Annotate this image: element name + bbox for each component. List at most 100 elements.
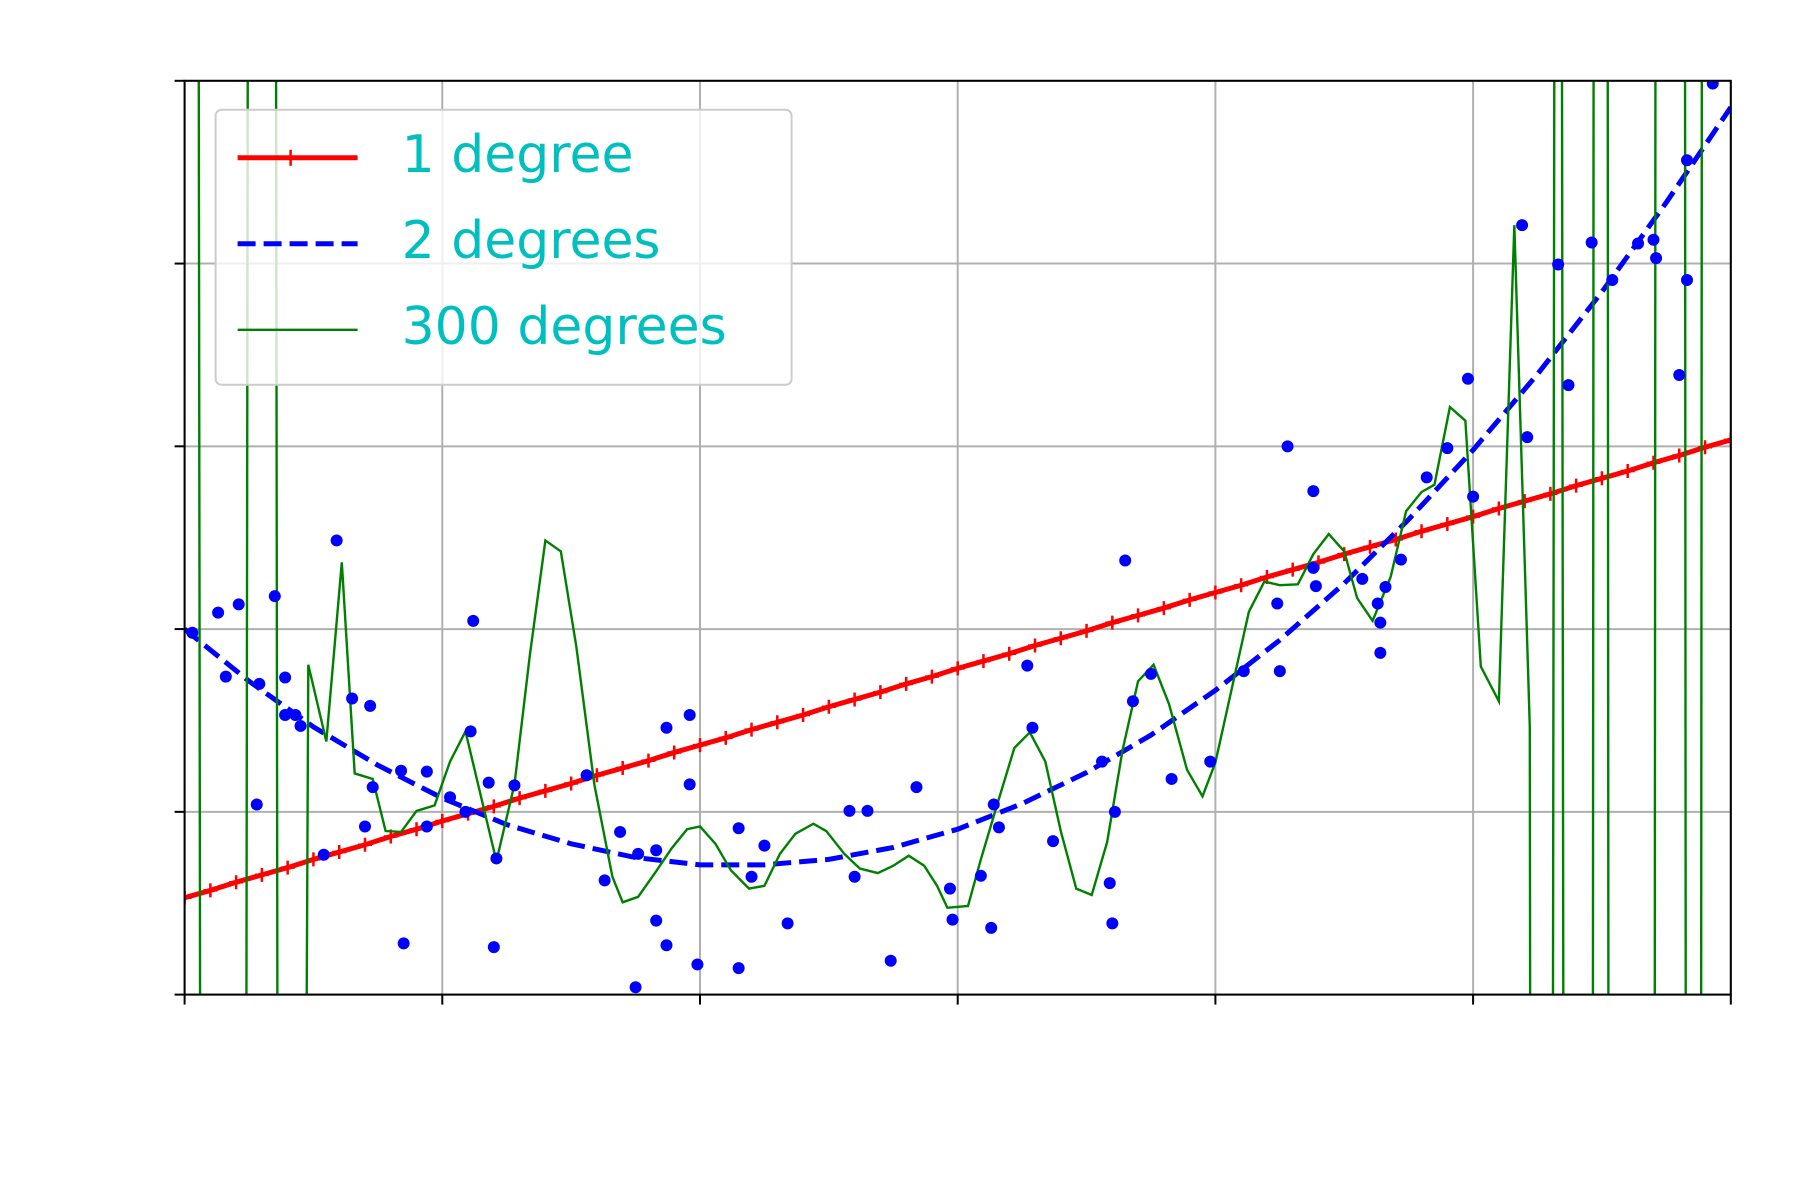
data-point [397, 937, 410, 950]
line-marker [1002, 646, 1017, 661]
data-point [1394, 553, 1407, 566]
line-marker [280, 860, 295, 875]
line-marker [306, 852, 321, 867]
data-point [732, 822, 745, 835]
line-marker [770, 715, 785, 730]
data-point [580, 769, 593, 782]
line-marker [1156, 601, 1171, 616]
line-marker [332, 845, 347, 860]
line-marker [254, 867, 269, 882]
data-point [1562, 379, 1575, 392]
line-marker [538, 783, 553, 798]
axes [174, 79, 1732, 1005]
line-marker [1363, 539, 1378, 554]
line-marker [564, 776, 579, 791]
data-point [650, 844, 663, 857]
data-point [974, 869, 987, 882]
data-point [985, 921, 998, 934]
data-point [508, 779, 521, 792]
data-point [1119, 554, 1132, 567]
line-marker [924, 669, 939, 684]
fit-line [184, 105, 1731, 868]
data-point [1271, 597, 1284, 610]
data-point [884, 954, 897, 967]
data-point [1126, 695, 1139, 708]
line-marker [615, 760, 630, 775]
data-point [1096, 755, 1109, 768]
data-point [1165, 772, 1178, 785]
data-point [1281, 440, 1294, 453]
data-point [843, 804, 856, 817]
data-point [1680, 274, 1693, 287]
legend-label: 1 degree [402, 125, 634, 185]
data-point [212, 606, 225, 619]
line-marker [667, 745, 682, 760]
data-point [848, 870, 861, 883]
data-point [781, 917, 794, 930]
data-point [745, 870, 758, 883]
line-marker [1079, 623, 1094, 638]
line-marker [1053, 631, 1068, 646]
line-marker [899, 676, 914, 691]
line-marker [486, 799, 501, 814]
data-point [1273, 665, 1286, 678]
data-point [683, 778, 696, 791]
data-point [1647, 233, 1660, 246]
line-marker [1620, 463, 1635, 478]
data-point [1371, 597, 1384, 610]
data-point [330, 534, 343, 547]
data-point [1585, 236, 1598, 249]
line-marker [1234, 578, 1249, 593]
data-point [279, 708, 292, 721]
data-point [1650, 252, 1663, 265]
line-marker [184, 890, 192, 905]
data-point [232, 598, 245, 611]
line-marker [873, 685, 888, 700]
data-point [289, 708, 302, 721]
data-point [1106, 917, 1119, 930]
data-point [1374, 616, 1387, 629]
data-point [364, 699, 377, 712]
data-point [294, 719, 307, 732]
line-marker [1517, 494, 1532, 509]
data-point [1521, 431, 1534, 444]
data-point [1673, 369, 1686, 382]
line-marker [1208, 585, 1223, 600]
line-marker [950, 661, 965, 676]
data-point [1103, 877, 1116, 890]
data-point [1047, 835, 1060, 848]
data-point [1309, 580, 1322, 593]
fit-line [197, 80, 1704, 995]
line-marker [1646, 455, 1661, 470]
legend-label: 2 degrees [402, 211, 661, 271]
line-marker [796, 707, 811, 722]
data-point [366, 781, 379, 794]
data-point [219, 670, 232, 683]
data-point [317, 848, 330, 861]
data-point [598, 874, 611, 887]
data-point [732, 962, 745, 975]
data-point [1204, 755, 1217, 768]
data-point [1356, 572, 1369, 585]
data-point [946, 913, 959, 926]
data-point [358, 820, 371, 833]
line-marker [1672, 448, 1687, 463]
line-marker [847, 692, 862, 707]
data-point [487, 941, 500, 954]
line-marker [1466, 509, 1481, 524]
line-marker [718, 730, 733, 745]
legend-label: 300 degrees [402, 297, 727, 357]
data-point [1552, 258, 1565, 271]
data-point [420, 765, 433, 778]
data-point [691, 958, 704, 971]
line-marker [1028, 638, 1043, 653]
legend: 1 degree 2 degrees 300 degrees [214, 108, 793, 386]
line-marker [229, 875, 244, 890]
data-point [614, 825, 627, 838]
data-point [250, 798, 263, 811]
data-point [395, 764, 408, 777]
line-marker [1105, 615, 1120, 630]
data-point [1461, 372, 1474, 385]
line-marker [744, 722, 759, 737]
